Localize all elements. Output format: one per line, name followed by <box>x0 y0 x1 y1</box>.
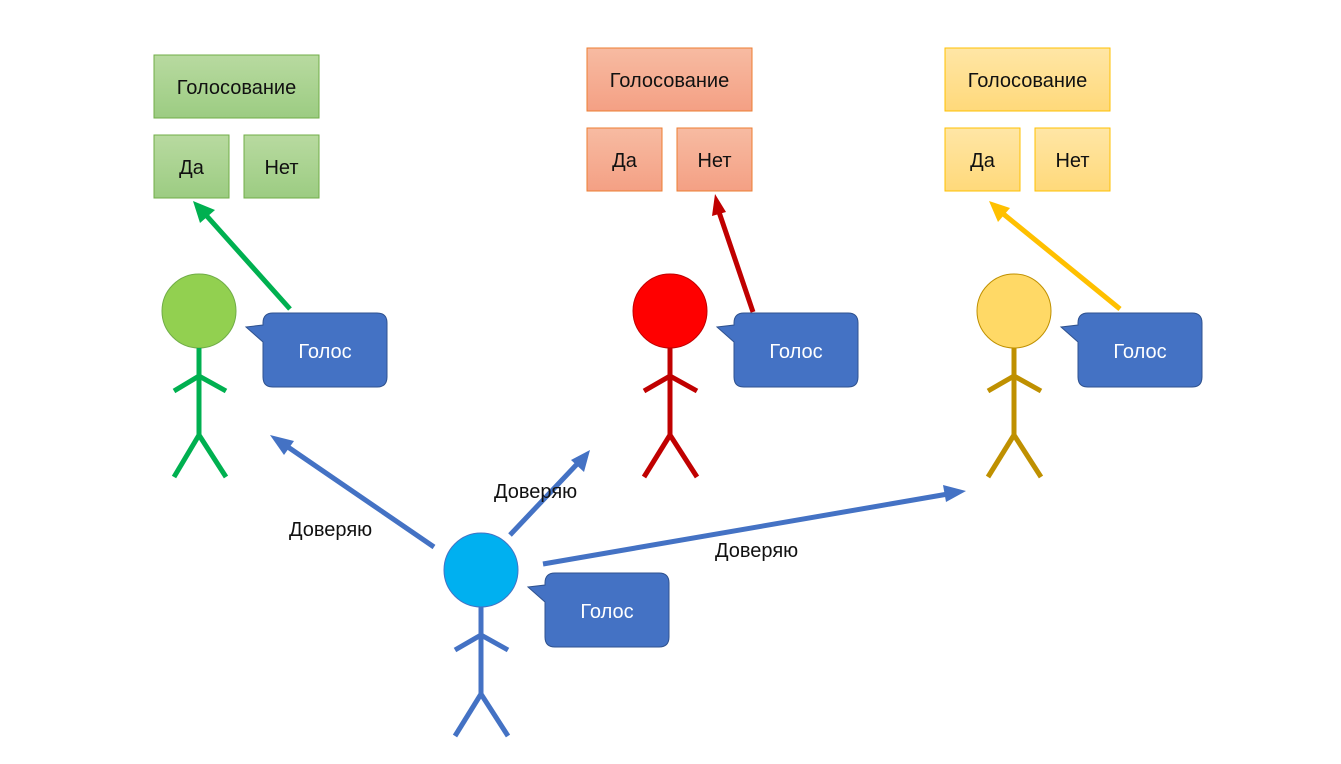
bubble-label: Голос <box>298 341 351 363</box>
trust-arrow-to-yellow <box>542 485 966 567</box>
trust-label-yellow: Доверяю <box>715 540 798 562</box>
person-head <box>976 273 1052 349</box>
vote-arrow-green <box>193 201 292 311</box>
yes-option-label: Да <box>970 150 996 172</box>
vote-arrow-red <box>712 194 756 313</box>
speech-bubble-blue: Голос <box>526 572 670 648</box>
voting-title-box <box>944 47 1111 112</box>
yes-option-box[interactable] <box>944 127 1021 192</box>
voting-title-box <box>153 54 320 119</box>
bubble-label: Голос <box>580 601 633 623</box>
person-head <box>632 273 708 349</box>
voting-title-box <box>586 47 753 112</box>
person-head <box>161 273 237 349</box>
no-option-box[interactable] <box>676 127 753 192</box>
no-option-label: Нет <box>697 150 731 172</box>
person-blue <box>443 532 519 738</box>
voting-panel-3: Голосование Да Нет <box>944 47 1111 192</box>
bubble-label: Голос <box>769 341 822 363</box>
no-option-box[interactable] <box>243 134 320 199</box>
yes-option-box[interactable] <box>586 127 663 192</box>
person-green <box>161 273 237 479</box>
no-option-label: Нет <box>264 157 298 179</box>
vote-arrow-yellow <box>989 201 1122 311</box>
speech-bubble-green: Голос <box>244 312 388 388</box>
no-option-box[interactable] <box>1034 127 1111 192</box>
person-head <box>443 532 519 608</box>
bubble-label: Голос <box>1113 341 1166 363</box>
speech-bubble-red: Голос <box>715 312 859 388</box>
no-option-label: Нет <box>1055 150 1089 172</box>
person-yellow <box>976 273 1052 479</box>
voting-title: Голосование <box>968 70 1087 92</box>
trust-label-green: Доверяю <box>289 519 372 541</box>
voting-panel-1: Голосование Да Нет <box>153 54 320 199</box>
trust-arrow-to-green <box>270 435 436 550</box>
person-red <box>632 273 708 479</box>
speech-bubble-yellow: Голос <box>1059 312 1203 388</box>
trust-label-red: Доверяю <box>494 481 577 503</box>
trust-arrow-to-red <box>508 450 590 537</box>
voting-panel-2: Голосование Да Нет <box>586 47 753 192</box>
yes-option-label: Да <box>179 157 205 179</box>
voting-title: Голосование <box>177 77 296 99</box>
voting-title: Голосование <box>610 70 729 92</box>
yes-option-box[interactable] <box>153 134 230 199</box>
yes-option-label: Да <box>612 150 638 172</box>
